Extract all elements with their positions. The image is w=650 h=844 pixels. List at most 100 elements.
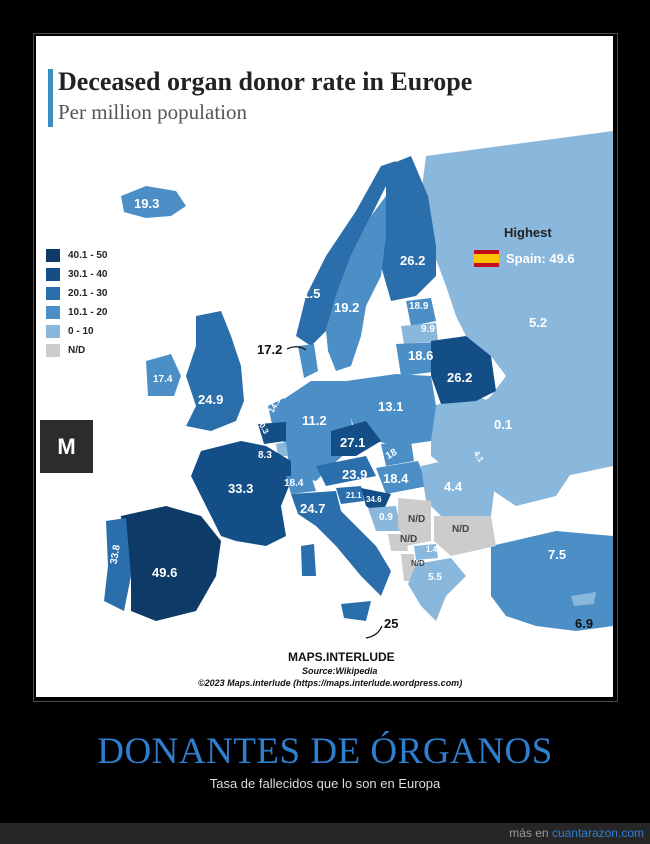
- value-belarus: 26.2: [447, 370, 473, 385]
- caption-title: DONANTES DE ÓRGANOS: [97, 731, 553, 772]
- region-moldova: [466, 446, 486, 476]
- legend-label: 10.1 - 20: [68, 306, 108, 318]
- spain-flag-icon: [474, 250, 499, 267]
- credit-source: Source:Wikipedia: [302, 666, 378, 676]
- value-denmark: 17.2: [257, 342, 283, 357]
- legend-swatch: [46, 267, 60, 281]
- value-uk: 24.9: [198, 392, 224, 407]
- region-belarus: [431, 336, 496, 404]
- region-latvia: [401, 323, 438, 344]
- credit-brand: MAPS.INTERLUDE: [288, 650, 395, 664]
- value-croatia: 34.6: [366, 495, 382, 504]
- title-accent-bar: [48, 69, 53, 127]
- legend-item: 20.1 - 30: [46, 284, 107, 302]
- value-lithuania: 18.6: [408, 348, 434, 363]
- region-norway: [296, 161, 396, 346]
- region-bosnia: [368, 506, 401, 531]
- region-denmark: [298, 344, 318, 378]
- legend-label: 0 - 10: [68, 325, 94, 337]
- region-serbia: [398, 498, 431, 546]
- region-estonia: [406, 298, 436, 326]
- footer-bar: más en cuantarazon.com: [0, 823, 650, 844]
- region-austria: [316, 456, 376, 486]
- legend-item: 30.1 - 40: [46, 265, 107, 283]
- value-bosnia: 0.9: [379, 512, 393, 523]
- region-czechia: [331, 421, 381, 456]
- legend-swatch: [46, 286, 60, 300]
- value-france: 33.3: [228, 481, 254, 496]
- value-ukraine: 0.1: [494, 417, 513, 432]
- region-iceland: [121, 186, 186, 218]
- region-bulgaria: [434, 516, 496, 556]
- legend: 40.1 - 50 30.1 - 40 20.1 - 30 10.1 - 20 …: [46, 246, 107, 360]
- legend-swatch: [46, 305, 60, 319]
- footer-text: más en cuantarazon.com: [509, 826, 644, 840]
- value-finland: 26.2: [400, 253, 426, 268]
- region-hungary: [376, 461, 428, 494]
- value-poland: 13.1: [378, 399, 404, 414]
- value-albania: N/D: [411, 559, 425, 568]
- region-slovenia: [336, 486, 364, 504]
- value-ireland: 17.4: [153, 374, 173, 385]
- region-portugal: [104, 518, 131, 611]
- value-hungary: 18.4: [383, 471, 409, 486]
- value-iceland: 19.3: [134, 196, 160, 211]
- value-montenegro: N/D: [400, 534, 418, 545]
- value-serbia: N/D: [408, 514, 426, 525]
- value-turkey: 7.5: [548, 547, 567, 562]
- legend-label: 40.1 - 50: [68, 249, 108, 261]
- value-russia: 5.2: [529, 315, 548, 330]
- map-subtitle: Per million population: [58, 100, 247, 124]
- region-belgium: [258, 422, 286, 444]
- region-sardinia: [301, 544, 316, 576]
- footer-link[interactable]: cuantarazon.com: [551, 826, 644, 840]
- region-cyprus: [571, 592, 596, 606]
- region-netherlands: [268, 398, 288, 424]
- caption-subtitle: Tasa de fallecidos que lo son en Europa: [209, 776, 441, 791]
- map-panel: Deceased organ donor rate in Europe Per …: [36, 36, 613, 697]
- region-turkey: [491, 531, 613, 631]
- highest-value: Spain: 49.6: [506, 251, 575, 266]
- footer-prefix: más en: [509, 826, 552, 840]
- value-spain: 49.6: [152, 565, 178, 580]
- value-bulgaria: N/D: [452, 524, 470, 535]
- region-slovakia: [381, 441, 414, 466]
- value-latvia: 9.9: [421, 324, 435, 335]
- region-switzerland: [286, 476, 316, 494]
- value-norway: 21.5: [295, 286, 321, 301]
- value-malta: 25: [384, 616, 399, 631]
- legend-label: N/D: [68, 344, 86, 356]
- value-greece: 5.5: [428, 572, 442, 583]
- region-spain: [121, 506, 221, 621]
- value-romania: 4.4: [444, 479, 463, 494]
- region-uk: [186, 311, 244, 431]
- legend-item: N/D: [46, 341, 107, 359]
- legend-label: 20.1 - 30: [68, 287, 108, 299]
- value-slovenia: 21.1: [346, 491, 362, 500]
- value-austria: 23.9: [342, 467, 368, 482]
- value-luxembourg: 8.3: [258, 450, 272, 461]
- region-sicily: [341, 601, 371, 621]
- value-estonia: 18.9: [409, 301, 429, 312]
- region-france: [191, 441, 291, 546]
- europe-map: [104, 131, 613, 631]
- value-czechia: 27.1: [340, 435, 366, 450]
- maps-interlude-logo: M: [40, 420, 93, 473]
- legend-item: 40.1 - 50: [46, 246, 107, 264]
- value-italy: 24.7: [300, 501, 326, 516]
- region-finland: [381, 156, 436, 301]
- value-germany: 11.2: [302, 413, 327, 428]
- legend-item: 0 - 10: [46, 322, 107, 340]
- value-cyprus: 6.9: [575, 616, 594, 631]
- region-sweden: [326, 196, 386, 371]
- region-russia: [421, 131, 613, 476]
- legend-label: 30.1 - 40: [68, 268, 108, 280]
- legend-item: 10.1 - 20: [46, 303, 107, 321]
- region-italy: [291, 491, 391, 596]
- region-montenegro: [388, 534, 408, 551]
- legend-swatch: [46, 343, 60, 357]
- legend-swatch: [46, 248, 60, 262]
- region-greece: [408, 558, 466, 621]
- value-north-macedonia: 1.4: [426, 545, 438, 554]
- credit-copyright: ©2023 Maps.interlude (https://maps.inter…: [198, 678, 463, 688]
